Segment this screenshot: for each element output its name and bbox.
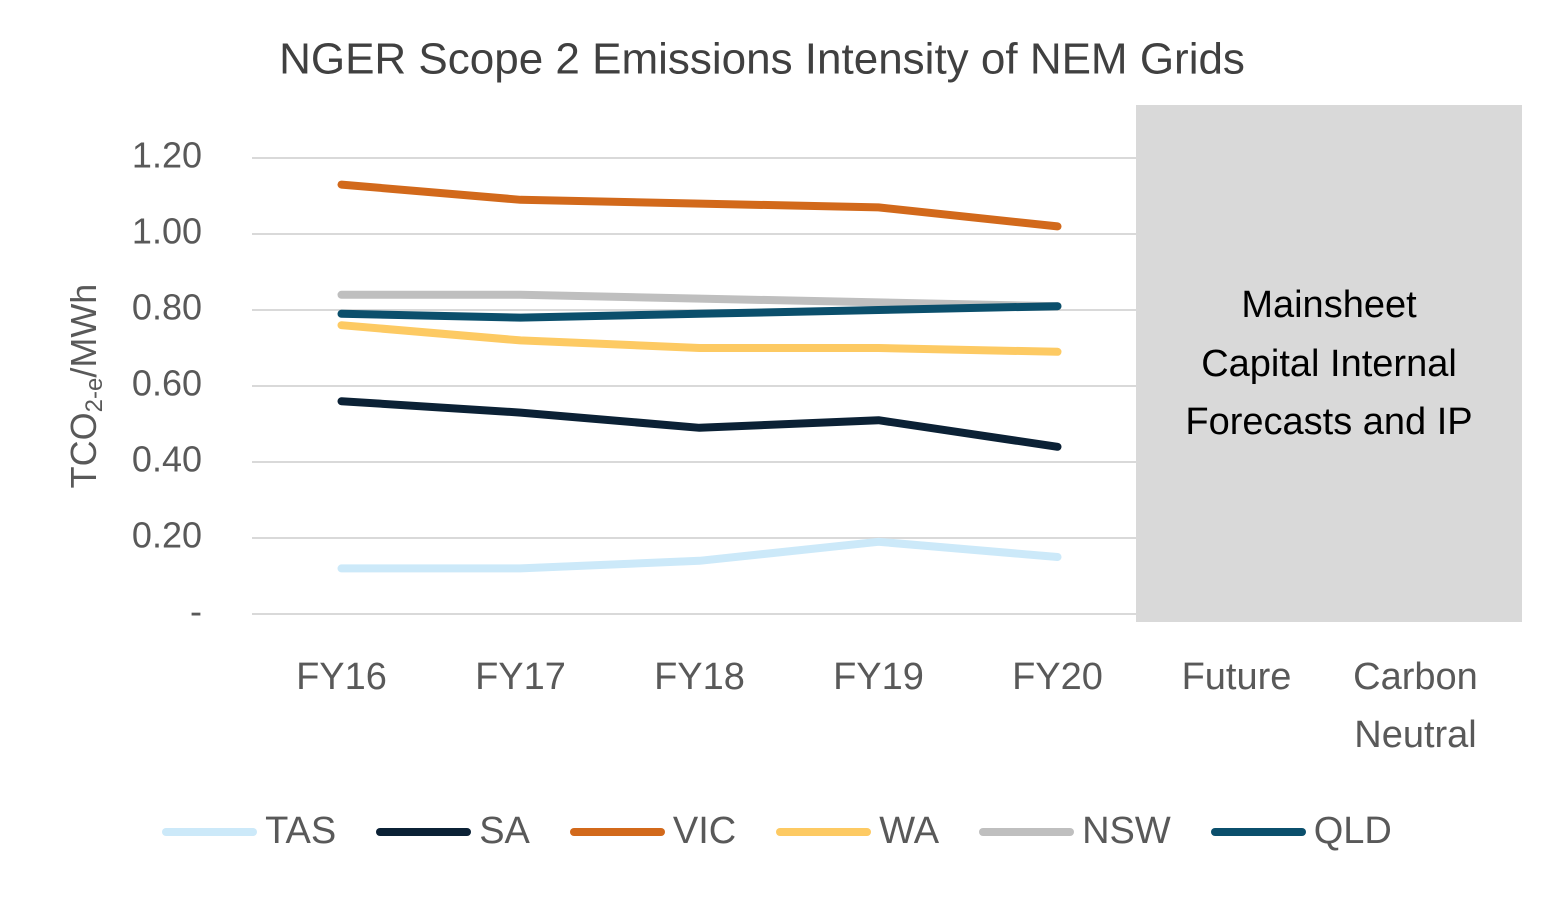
x-tick-label: FY17	[475, 656, 566, 698]
legend-item: TAS	[162, 810, 336, 853]
y-tick-label: 0.40	[132, 439, 202, 480]
y-label-part: TCO	[63, 412, 104, 488]
y-tick-label: -	[190, 591, 202, 632]
y-label-part: /MWh	[63, 284, 104, 378]
legend-label: SA	[479, 810, 530, 852]
y-tick-label: 0.20	[132, 515, 202, 556]
grid	[252, 157, 1136, 615]
legend-item: WA	[776, 810, 939, 853]
annotation: Mainsheet	[1241, 284, 1417, 326]
legend-label: QLD	[1313, 810, 1392, 852]
legend-swatch	[376, 827, 472, 836]
y-tick-label: 1.20	[132, 135, 202, 176]
x-tick-label: FY19	[833, 656, 924, 698]
legend-swatch	[979, 827, 1075, 836]
series-line	[337, 290, 1062, 311]
x-tick-label: Future	[1181, 656, 1292, 698]
x-tick-label: Carbon Neutral	[1353, 656, 1478, 756]
legend-label: WA	[879, 810, 940, 852]
legend-item: QLD	[1210, 810, 1392, 853]
annotation: Capital Internal	[1201, 343, 1457, 385]
x-tick-label: FY20	[1012, 656, 1103, 698]
legend-swatch	[569, 827, 665, 836]
series-line	[337, 397, 1062, 451]
legend-swatch	[1210, 827, 1306, 836]
legend-swatch	[162, 827, 258, 836]
legend-label: TAS	[265, 810, 337, 852]
series-line	[337, 302, 1062, 322]
annotation: Forecasts and IP	[1185, 401, 1472, 443]
series-line	[337, 180, 1062, 231]
chart-title: NGER Scope 2 Emissions Intensity of NEM …	[279, 35, 1245, 84]
legend-item: NSW	[979, 810, 1171, 853]
y-label-sub: 2-e	[81, 378, 108, 413]
x-tick-label: FY16	[296, 656, 387, 698]
legend-item: SA	[376, 810, 530, 853]
y-tick-label: 0.60	[132, 363, 202, 404]
x-tick-label: FY18	[654, 656, 745, 698]
series-line	[337, 537, 1062, 573]
forecast-box	[1136, 105, 1522, 622]
y-tick-label: 0.80	[132, 287, 202, 328]
legend: TAS SA VIC WA NSW QLD	[0, 810, 1554, 853]
legend-item: VIC	[569, 810, 737, 853]
legend-swatch	[776, 827, 872, 836]
legend-label: VIC	[672, 810, 737, 852]
y-tick-label: 1.00	[132, 211, 202, 252]
legend-label: NSW	[1082, 810, 1171, 852]
y-axis-label: TCO2-e/MWh	[63, 284, 109, 489]
series-line	[337, 321, 1062, 356]
